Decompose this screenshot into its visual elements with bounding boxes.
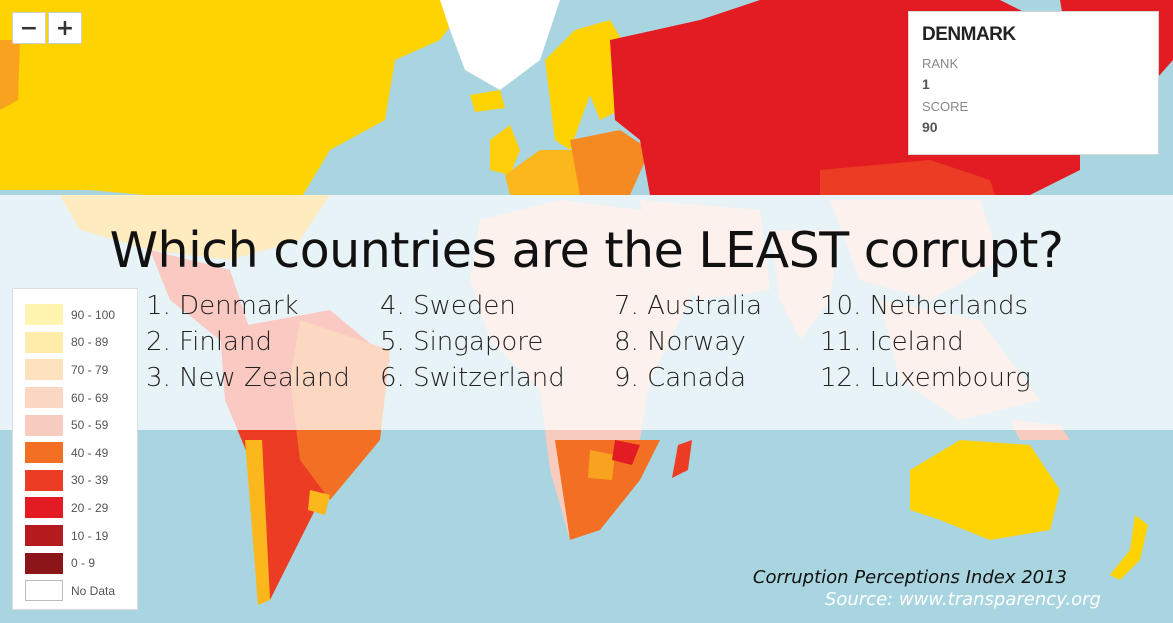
ranking-item: 6. Switzerland [380, 363, 565, 393]
legend-swatch [25, 525, 63, 547]
legend-swatch [25, 331, 63, 353]
headline: Which countries are the LEAST corrupt? [109, 222, 1064, 279]
legend-label: 10 - 19 [71, 528, 109, 543]
legend-label: 80 - 89 [71, 335, 109, 350]
rank-label: RANK [922, 56, 959, 71]
legend-swatch [25, 469, 63, 491]
legend-row: 70 - 79 [25, 356, 137, 384]
legend-swatch [25, 497, 63, 519]
region-canada-islands [305, 5, 390, 60]
legend-label: 60 - 69 [71, 390, 109, 405]
ranking-item: 2. Finland [146, 327, 272, 357]
region-uruguay [308, 490, 330, 515]
legend-row: 50 - 59 [25, 411, 137, 439]
ranking-item: 3. New Zealand [146, 363, 350, 393]
legend-row: 40 - 49 [25, 439, 137, 467]
region-east-europe [570, 130, 650, 195]
region-madagascar [672, 440, 692, 478]
legend-swatch [25, 442, 63, 464]
ranking-item: 1. Denmark [146, 291, 299, 321]
ranking-column-2: 4. Sweden 5. Singapore 6. Switzerland [380, 288, 565, 396]
rank-value: 1 [922, 76, 930, 92]
headline-banner [0, 195, 1173, 430]
ranking-item: 10. Netherlands [820, 291, 1029, 321]
ranking-item: 4. Sweden [380, 291, 516, 321]
zoom-out-button[interactable]: − [12, 12, 46, 44]
region-central-asia [820, 160, 995, 195]
ranking-item: 5. Singapore [380, 327, 544, 357]
legend-row: 30 - 39 [25, 467, 137, 495]
region-zimbabwe [612, 440, 640, 465]
ranking-item: 8. Norway [614, 327, 746, 357]
legend-swatch [25, 387, 63, 409]
legend-row: 10 - 19 [25, 522, 137, 550]
ranking-item: 12. Luxembourg [820, 363, 1031, 393]
legend-label: 40 - 49 [71, 445, 109, 460]
legend-swatch [25, 580, 63, 602]
region-greenland [440, 0, 560, 90]
legend-swatch [25, 414, 63, 436]
legend-label: 20 - 29 [71, 500, 109, 515]
ranking-item: 11. Iceland [820, 327, 964, 357]
legend-label: 50 - 59 [71, 418, 109, 433]
map-legend: 90 - 100 80 - 89 70 - 79 60 - 69 50 - 59 40 -… [12, 288, 138, 610]
legend-swatch [25, 304, 63, 326]
score-value: 90 [922, 119, 938, 135]
legend-label: 70 - 79 [71, 362, 109, 377]
region-new-zealand [1110, 515, 1148, 580]
region-botswana [588, 450, 615, 480]
legend-swatch [25, 359, 63, 381]
ranking-item: 9. Canada [614, 363, 747, 393]
legend-row: 60 - 69 [25, 384, 137, 412]
ranking-column-3: 7. Australia 8. Norway 9. Canada [614, 288, 762, 396]
region-southern-africa [555, 440, 660, 540]
country-info-box: DENMARK RANK 1 SCORE 90 [908, 11, 1159, 155]
region-iceland [470, 90, 505, 112]
ranking-column-1: 1. Denmark 2. Finland 3. New Zealand [146, 288, 350, 396]
map-caption: Corruption Perceptions Index 2013 [752, 567, 1067, 588]
score-label: SCORE [922, 99, 969, 114]
legend-label: 0 - 9 [71, 556, 96, 571]
legend-row: No Data [25, 577, 137, 605]
ranking-column-4: 10. Netherlands 11. Iceland 12. Luxembou… [820, 288, 1031, 396]
legend-label: 30 - 39 [71, 473, 109, 488]
legend-label: 90 - 100 [71, 307, 116, 322]
legend-row: 90 - 100 [25, 301, 137, 329]
region-alaska [0, 40, 20, 110]
source-credit: Source: www.transparency.org [824, 589, 1101, 610]
zoom-in-button[interactable]: + [48, 12, 82, 44]
legend-label: No Data [71, 583, 116, 598]
region-australia [910, 440, 1060, 540]
region-uk [490, 125, 520, 175]
region-scandinavia [545, 20, 625, 150]
legend-swatch [25, 552, 63, 574]
legend-row: 80 - 89 [25, 329, 137, 357]
region-chile [245, 440, 270, 605]
legend-row: 20 - 29 [25, 494, 137, 522]
info-country-name: DENMARK [922, 24, 1016, 45]
ranking-item: 7. Australia [614, 291, 763, 321]
legend-row: 0 - 9 [25, 549, 137, 577]
